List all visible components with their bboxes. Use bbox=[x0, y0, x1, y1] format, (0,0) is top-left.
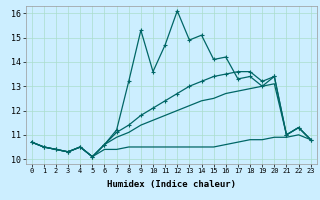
X-axis label: Humidex (Indice chaleur): Humidex (Indice chaleur) bbox=[107, 180, 236, 189]
